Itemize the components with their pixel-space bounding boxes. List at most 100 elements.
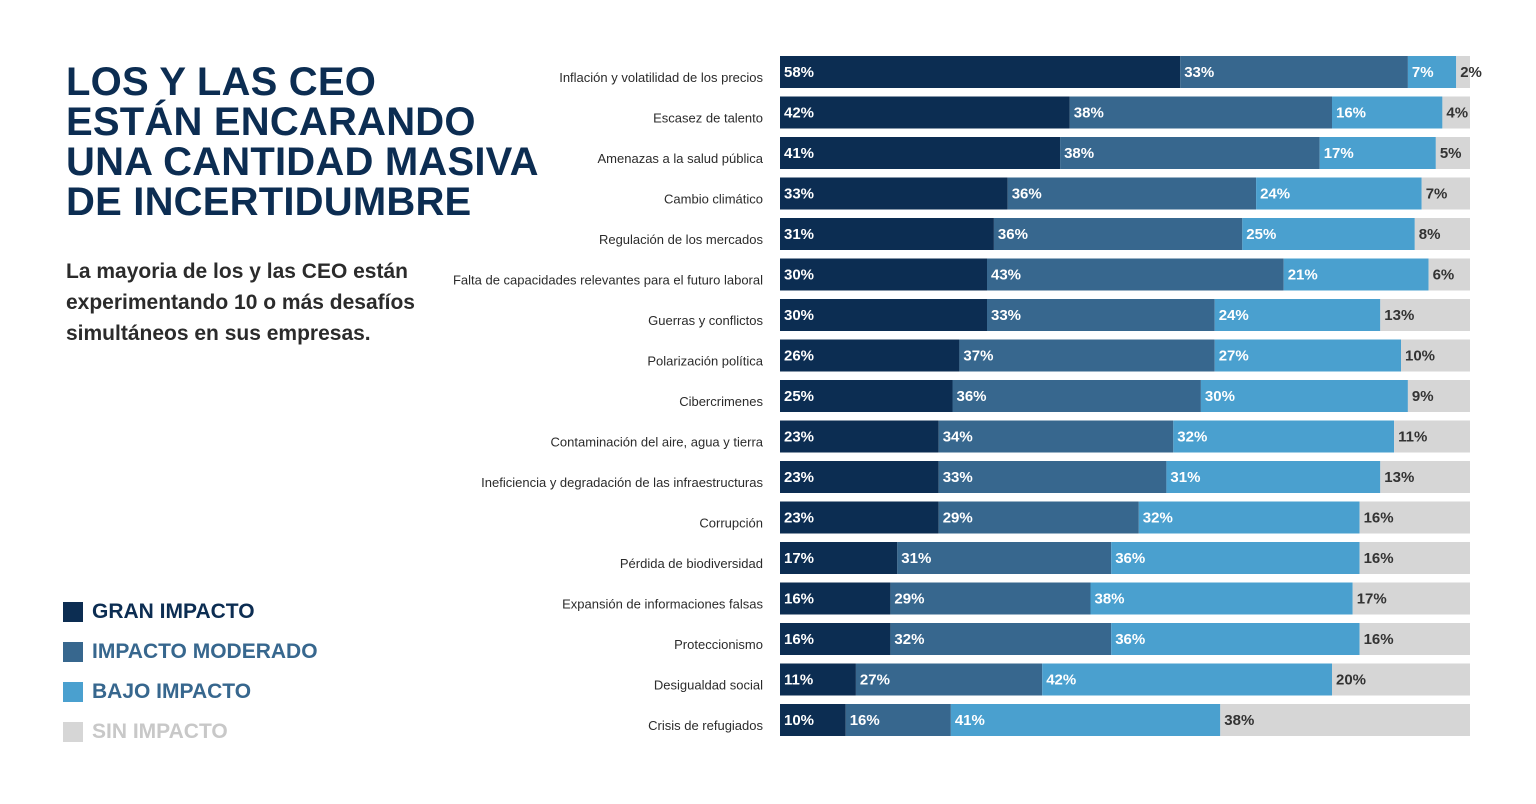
data-label: 43% <box>991 267 1021 284</box>
bar-segment <box>780 177 1008 210</box>
bar-segment <box>897 542 1112 574</box>
bar-segment <box>950 704 1221 736</box>
category-label: Inflación y volatilidad de los precios <box>559 70 763 85</box>
category-label: Polarización política <box>647 354 763 369</box>
bar-segment <box>1111 542 1360 574</box>
bar-segment <box>1359 623 1470 655</box>
bar-segment <box>1380 461 1470 493</box>
bar-segment <box>1442 96 1470 129</box>
legend-swatch <box>63 642 83 662</box>
bar-segment <box>1256 177 1422 210</box>
bar-segment <box>1042 663 1332 696</box>
data-label: 33% <box>1184 64 1214 81</box>
data-label: 30% <box>784 307 814 324</box>
bar-segment <box>890 623 1112 655</box>
bar-segment <box>1332 663 1470 696</box>
data-label: 32% <box>1143 510 1173 527</box>
category-label: Ineficiencia y degradación de las infrae… <box>481 475 763 490</box>
data-label: 16% <box>1364 631 1394 648</box>
data-label: 16% <box>784 591 814 608</box>
data-label: 13% <box>1384 469 1414 486</box>
data-label: 24% <box>1219 307 1249 324</box>
bar-segment <box>938 420 1174 453</box>
category-label: Amenazas a la salud pública <box>598 151 764 166</box>
data-label: 31% <box>1170 469 1200 486</box>
data-label: 29% <box>943 510 973 527</box>
category-label: Falta de capacidades relevantes para el … <box>453 273 763 288</box>
bar-segment <box>1352 582 1470 615</box>
bar-segment <box>780 56 1181 88</box>
title-line: ESTÁN ENCARANDO <box>66 100 476 144</box>
data-label: 2% <box>1460 64 1482 81</box>
bar-segment <box>1401 339 1470 372</box>
category-label: Cibercrimenes <box>679 394 763 409</box>
data-label: 37% <box>963 348 993 365</box>
data-label: 17% <box>1324 145 1354 162</box>
data-label: 7% <box>1426 186 1448 203</box>
category-label: Guerras y conflictos <box>648 313 763 328</box>
data-label: 4% <box>1446 105 1468 122</box>
data-label: 33% <box>991 307 1021 324</box>
title-line: LOS Y LAS CEO <box>66 60 377 104</box>
bar-segment <box>1180 56 1408 88</box>
data-label: 5% <box>1440 145 1462 162</box>
category-label: Pérdida de biodiversidad <box>620 556 763 571</box>
bar-segment <box>1220 704 1470 736</box>
bar-segment <box>1456 56 1470 88</box>
legend-label: IMPACTO MODERADO <box>92 640 318 663</box>
data-label: 23% <box>784 510 814 527</box>
bar-segment <box>1332 96 1443 129</box>
data-label: 29% <box>894 591 924 608</box>
bar-segment <box>780 663 856 696</box>
data-label: 42% <box>784 105 814 122</box>
bar-segment <box>1283 258 1429 291</box>
data-label: 36% <box>1012 186 1042 203</box>
legend-item: IMPACTO MODERADO <box>63 632 318 672</box>
data-label: 36% <box>1115 631 1145 648</box>
data-label: 41% <box>784 145 814 162</box>
legend-swatch <box>63 682 83 702</box>
bar-segment <box>952 380 1201 412</box>
data-label: 7% <box>1412 64 1434 81</box>
legend-swatch <box>63 602 83 622</box>
data-label: 38% <box>1064 145 1094 162</box>
bar-segment <box>1069 96 1332 129</box>
data-label: 13% <box>1384 307 1414 324</box>
bar-segment <box>780 582 891 615</box>
data-label: 11% <box>784 672 813 689</box>
bar-segment <box>1407 380 1470 412</box>
bar-segment <box>1435 137 1470 169</box>
data-label: 8% <box>1419 226 1441 243</box>
bar-segment <box>780 623 891 655</box>
data-label: 42% <box>1046 672 1076 689</box>
data-label: 10% <box>1405 348 1435 365</box>
data-label: 24% <box>1260 186 1290 203</box>
category-label: Crisis de refugiados <box>648 718 763 733</box>
data-label: 16% <box>850 712 880 729</box>
chart-legend: GRAN IMPACTO IMPACTO MODERADO BAJO IMPACTO… <box>63 592 318 752</box>
bar-segment <box>938 501 1139 534</box>
category-label: Desigualdad social <box>654 678 763 693</box>
bar-segment <box>1138 501 1360 534</box>
bar-segment <box>780 96 1070 129</box>
data-label: 11% <box>1398 429 1427 446</box>
data-label: 23% <box>784 469 814 486</box>
bar-segment <box>780 339 960 372</box>
data-label: 9% <box>1412 388 1434 405</box>
data-label: 31% <box>901 550 931 567</box>
bar-segment <box>780 461 939 493</box>
bar-segment <box>1242 218 1415 250</box>
bar-segment <box>780 380 953 412</box>
bar-segment <box>1214 299 1381 331</box>
data-label: 38% <box>1224 712 1254 729</box>
bar-segment <box>987 258 1284 291</box>
title-line: DE INCERTIDUMBRE <box>66 180 472 224</box>
title-line: UNA CANTIDAD MASIVA <box>66 140 539 184</box>
bar-segment <box>1359 542 1470 574</box>
legend-item: GRAN IMPACTO <box>63 592 318 632</box>
bar-segment <box>1111 623 1360 655</box>
bar-segment <box>780 704 846 736</box>
bar-segment <box>1421 177 1470 210</box>
bar-segment <box>1214 339 1401 372</box>
